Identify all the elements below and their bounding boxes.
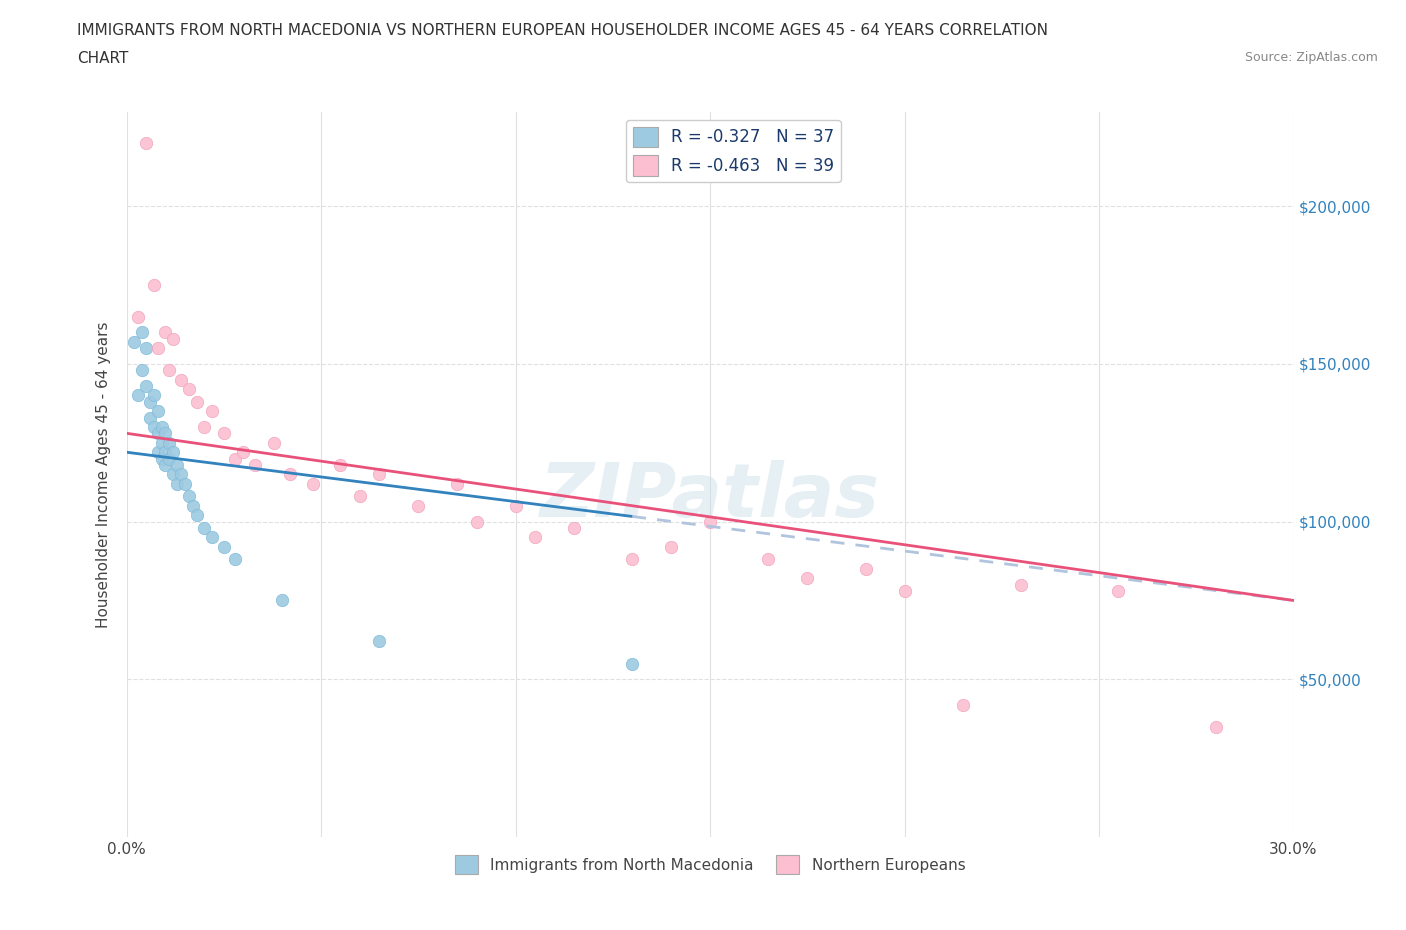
Point <box>166 458 188 472</box>
Point <box>659 539 682 554</box>
Point <box>212 539 235 554</box>
Point <box>186 508 208 523</box>
Point <box>1108 583 1130 598</box>
Point <box>174 476 197 491</box>
Y-axis label: Householder Income Ages 45 - 64 years: Householder Income Ages 45 - 64 years <box>96 321 111 628</box>
Point <box>193 419 215 434</box>
Point <box>150 451 173 466</box>
Point <box>155 325 177 339</box>
Point <box>855 562 877 577</box>
Point <box>699 514 721 529</box>
Point <box>181 498 204 513</box>
Point <box>796 571 818 586</box>
Point <box>146 340 169 355</box>
Point <box>142 278 165 293</box>
Point <box>146 426 169 441</box>
Point <box>621 552 644 567</box>
Point <box>127 388 149 403</box>
Point <box>243 458 266 472</box>
Point <box>170 372 193 387</box>
Text: ZIPatlas: ZIPatlas <box>540 459 880 533</box>
Point <box>127 309 149 324</box>
Point <box>212 426 235 441</box>
Point <box>952 698 974 712</box>
Point <box>142 388 165 403</box>
Point <box>1010 578 1032 592</box>
Point <box>1205 719 1227 734</box>
Point <box>224 451 246 466</box>
Point <box>177 381 200 396</box>
Point <box>446 476 468 491</box>
Text: IMMIGRANTS FROM NORTH MACEDONIA VS NORTHERN EUROPEAN HOUSEHOLDER INCOME AGES 45 : IMMIGRANTS FROM NORTH MACEDONIA VS NORTH… <box>77 23 1049 38</box>
Point <box>157 451 180 466</box>
Point <box>135 136 157 151</box>
Point <box>155 445 177 459</box>
Point <box>155 426 177 441</box>
Point <box>201 404 224 418</box>
Point <box>157 363 180 378</box>
Point <box>150 435 173 450</box>
Point <box>621 656 644 671</box>
Point <box>329 458 352 472</box>
Point <box>562 521 585 536</box>
Point <box>349 489 371 504</box>
Point <box>170 467 193 482</box>
Point <box>142 419 165 434</box>
Text: Source: ZipAtlas.com: Source: ZipAtlas.com <box>1244 51 1378 64</box>
Point <box>157 435 180 450</box>
Point <box>224 552 246 567</box>
Point <box>166 476 188 491</box>
Point <box>131 325 153 339</box>
Point <box>177 489 200 504</box>
Point <box>232 445 254 459</box>
Point <box>201 530 224 545</box>
Point <box>263 435 285 450</box>
Point <box>408 498 430 513</box>
Point <box>302 476 325 491</box>
Point <box>162 467 184 482</box>
Point <box>162 331 184 346</box>
Point <box>139 410 162 425</box>
Point <box>368 634 391 649</box>
Point <box>278 467 301 482</box>
Point <box>505 498 527 513</box>
Point <box>135 379 157 393</box>
Point <box>893 583 915 598</box>
Legend: Immigrants from North Macedonia, Northern Europeans: Immigrants from North Macedonia, Norther… <box>449 849 972 880</box>
Point <box>135 340 157 355</box>
Point <box>139 394 162 409</box>
Point <box>271 593 294 608</box>
Point <box>131 363 153 378</box>
Point <box>124 335 146 350</box>
Point <box>162 445 184 459</box>
Point <box>186 394 208 409</box>
Point <box>155 458 177 472</box>
Point <box>150 419 173 434</box>
Point <box>146 445 169 459</box>
Point <box>193 521 215 536</box>
Point <box>756 552 779 567</box>
Text: CHART: CHART <box>77 51 129 66</box>
Point <box>523 530 546 545</box>
Point <box>146 404 169 418</box>
Point <box>465 514 488 529</box>
Point <box>368 467 391 482</box>
